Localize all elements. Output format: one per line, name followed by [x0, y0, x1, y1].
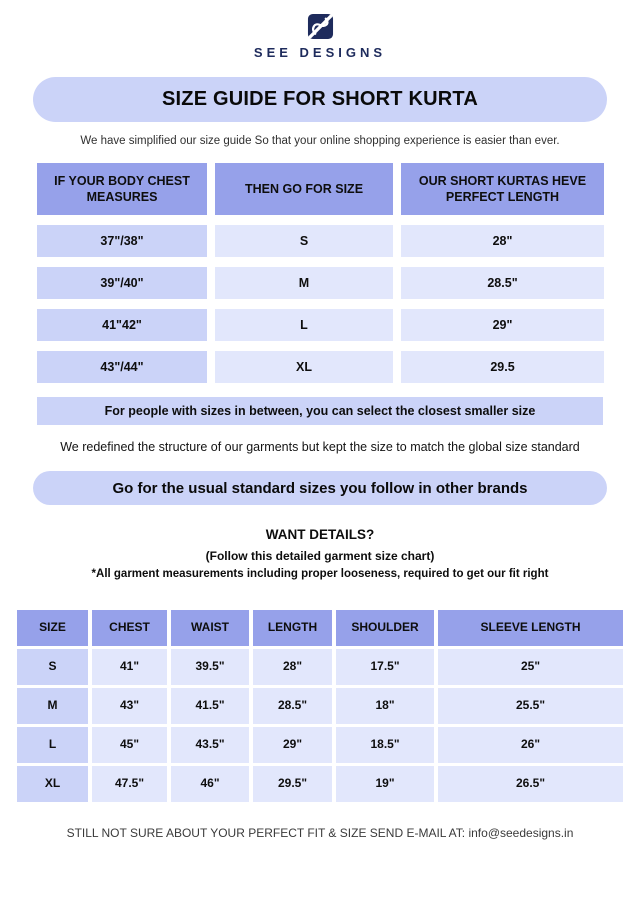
see-designs-logo-icon [0, 13, 640, 40]
body-cell: 45" [92, 727, 167, 763]
body-cell: L [17, 727, 88, 763]
body-cell: 29" [253, 727, 332, 763]
body-cell: 41"42" [37, 309, 207, 341]
body-cell: XL [17, 766, 88, 802]
column-header-cell: SIZE [17, 610, 88, 646]
body-cell: S [215, 225, 393, 257]
body-cell: 29" [401, 309, 604, 341]
column-header-cell: OUR SHORT KURTAS HEVE PERFECT LENGTH [401, 163, 604, 215]
brand-header: SEE DESIGNS [0, 0, 640, 60]
body-cell: 18" [336, 688, 434, 724]
body-cell: M [215, 267, 393, 299]
title-banner: SIZE GUIDE FOR SHORT KURTA [33, 77, 607, 122]
body-cell: 43" [92, 688, 167, 724]
body-cell: 17.5" [336, 649, 434, 685]
body-cell: 28.5" [253, 688, 332, 724]
column-header-cell: SLEEVE LENGTH [438, 610, 623, 646]
body-cell: L [215, 309, 393, 341]
details-section: WANT DETAILS? (Follow this detailed garm… [0, 527, 640, 580]
details-subheading: (Follow this detailed garment size chart… [205, 549, 435, 563]
redefined-note: We redefined the structure of our garmen… [60, 440, 580, 454]
column-header-cell: THEN GO FOR SIZE [215, 163, 393, 215]
body-cell: 37"/38" [37, 225, 207, 257]
column-header-cell: LENGTH [253, 610, 332, 646]
column-header-cell: CHEST [92, 610, 167, 646]
body-cell: 28" [401, 225, 604, 257]
column-header-cell: IF YOUR BODY CHEST MEASURES [37, 163, 207, 215]
body-cell: XL [215, 351, 393, 383]
body-cell: 39.5" [171, 649, 249, 685]
body-cell: 28" [253, 649, 332, 685]
body-cell: 29.5 [401, 351, 604, 383]
brand-name: SEE DESIGNS [253, 45, 387, 60]
body-cell: 29.5" [253, 766, 332, 802]
between-sizes-banner: For people with sizes in between, you ca… [37, 397, 603, 425]
body-cell: 47.5" [92, 766, 167, 802]
body-cell: 41.5" [171, 688, 249, 724]
body-cell: 26" [438, 727, 623, 763]
column-header-cell: WAIST [171, 610, 249, 646]
body-cell: 39"/40" [37, 267, 207, 299]
intro-text: We have simplified our size guide So tha… [80, 135, 560, 147]
body-cell: 26.5" [438, 766, 623, 802]
body-cell: S [17, 649, 88, 685]
body-cell: 43"/44" [37, 351, 207, 383]
column-header-cell: SHOULDER [336, 610, 434, 646]
body-cell: 28.5" [401, 267, 604, 299]
body-cell: 19" [336, 766, 434, 802]
details-heading: WANT DETAILS? [265, 527, 375, 542]
body-cell: 25.5" [438, 688, 623, 724]
body-cell: 43.5" [171, 727, 249, 763]
body-cell: 46" [171, 766, 249, 802]
simplified-size-table: IF YOUR BODY CHEST MEASURES THEN GO FOR S… [37, 163, 604, 383]
footer-contact-text: STILL NOT SURE ABOUT YOUR PERFECT FIT & … [66, 826, 574, 840]
details-note: *All garment measurements including prop… [91, 568, 549, 580]
body-cell: 18.5" [336, 727, 434, 763]
body-cell: M [17, 688, 88, 724]
body-cell: 41" [92, 649, 167, 685]
body-cell: 25" [438, 649, 623, 685]
garment-measurement-table: SIZE CHEST WAIST LENGTH SHOULDER SLEEVE LENGT… [17, 610, 623, 802]
standard-sizes-banner: Go for the usual standard sizes you foll… [33, 471, 607, 505]
